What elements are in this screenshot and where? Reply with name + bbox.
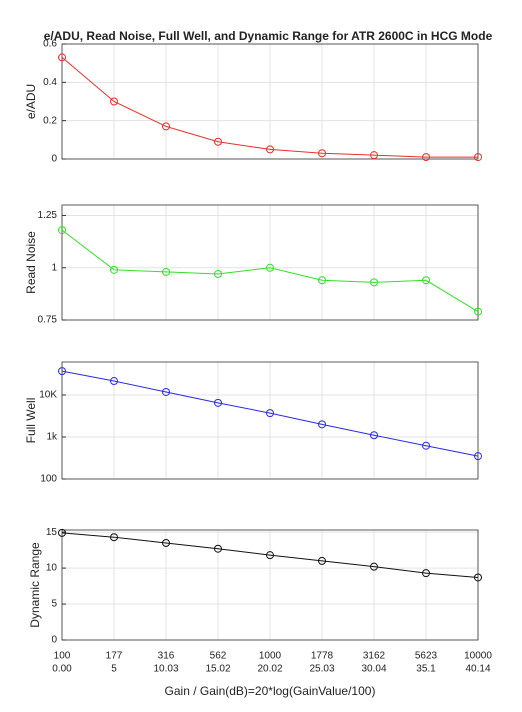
data-point <box>58 367 66 376</box>
data-line <box>61 532 479 578</box>
data-point <box>474 307 482 316</box>
data-point <box>422 276 430 285</box>
axes-box <box>61 204 479 321</box>
axes-box <box>61 529 479 641</box>
x-tick-label-db: 20.02 <box>257 664 282 675</box>
y-tick-label: 100 <box>40 474 57 485</box>
data-point <box>110 533 118 542</box>
y-tick-label: 5 <box>51 599 57 610</box>
x-tick-label: 1778 <box>311 651 334 662</box>
data-point <box>58 53 66 62</box>
data-point <box>266 145 274 154</box>
chart-title: e/ADU, Read Noise, Full Well, and Dynami… <box>44 29 493 43</box>
data-line <box>61 57 478 158</box>
x-tick-label-db: 25.03 <box>309 664 334 675</box>
x-tick-label-db: 30.04 <box>361 664 386 675</box>
data-point <box>422 569 430 578</box>
x-tick-label: 10000 <box>464 651 492 662</box>
y-tick-label: 0 <box>51 635 57 646</box>
y-tick-label: 0.4 <box>43 77 57 88</box>
data-point <box>318 276 326 285</box>
data-point <box>214 544 222 553</box>
data-point <box>162 538 170 547</box>
y-tick-label: 15 <box>46 527 58 538</box>
y-tick-label: 0 <box>51 154 57 165</box>
axes-box <box>61 43 479 160</box>
data-point <box>110 377 118 386</box>
data-point <box>110 265 118 274</box>
axes-box <box>61 361 479 480</box>
y-tick-label: 1 <box>51 262 57 273</box>
x-tick-label: 1000 <box>259 651 282 662</box>
data-point <box>266 263 274 272</box>
data-point <box>370 431 378 440</box>
data-point <box>318 420 326 429</box>
data-point <box>474 452 482 461</box>
data-point <box>162 387 170 396</box>
x-tick-label-db: 5 <box>111 664 117 675</box>
x-tick-label-db: 40.14 <box>465 664 490 675</box>
data-point <box>214 398 222 407</box>
data-point <box>58 226 66 235</box>
data-point <box>214 137 222 146</box>
data-point <box>474 153 482 162</box>
y-tick-label: 0.75 <box>38 315 58 326</box>
y-tick-label: 10 <box>46 563 58 574</box>
data-point <box>422 153 430 162</box>
x-tick-label-db: 15.02 <box>205 664 230 675</box>
x-tick-label: 5623 <box>415 651 438 662</box>
data-point <box>318 149 326 158</box>
data-point <box>422 441 430 450</box>
y-axis-label: Dynamic Range <box>28 542 42 628</box>
data-point <box>162 122 170 131</box>
data-point <box>266 409 274 418</box>
x-tick-label: 177 <box>106 651 123 662</box>
x-tick-label: 562 <box>210 651 227 662</box>
y-tick-label: 1.25 <box>38 210 58 221</box>
data-point <box>370 278 378 287</box>
data-point <box>110 97 118 106</box>
data-point <box>318 556 326 565</box>
x-tick-label-db: 35.1 <box>416 664 436 675</box>
data-line <box>61 370 479 457</box>
y-tick-label: 1k <box>46 432 58 443</box>
x-tick-label: 3162 <box>363 651 386 662</box>
data-point <box>58 528 66 537</box>
y-tick-label: 10K <box>39 390 57 401</box>
y-axis-label: Read Noise <box>24 231 38 294</box>
data-point <box>162 267 170 276</box>
data-point <box>370 151 378 160</box>
x-tick-label-db: 0.00 <box>52 664 72 675</box>
x-axis-label: Gain / Gain(dB)=20*log(GainValue/100) <box>165 684 376 698</box>
y-tick-label: 0.2 <box>43 115 57 126</box>
y-tick-label: 0.6 <box>43 39 57 50</box>
data-line <box>61 229 479 313</box>
x-tick-label-db: 10.03 <box>153 664 178 675</box>
x-tick-label: 316 <box>158 651 175 662</box>
data-point <box>474 573 482 582</box>
x-tick-label: 100 <box>54 651 71 662</box>
y-axis-label: e/ADU <box>24 84 38 119</box>
y-axis-label: Full Well <box>24 398 38 444</box>
data-point <box>266 551 274 560</box>
data-point <box>214 270 222 278</box>
data-point <box>370 562 378 571</box>
